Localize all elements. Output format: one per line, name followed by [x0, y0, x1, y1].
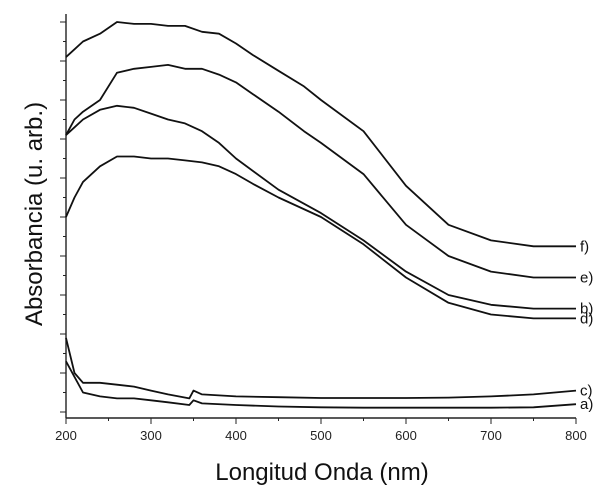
series-labels: a)c) d)b) e) f): [580, 238, 593, 413]
series-label-f: f): [580, 238, 589, 255]
series-group: [65, 21, 577, 409]
axes: [65, 14, 576, 419]
series-line-e: [65, 64, 576, 279]
series-line-b: [65, 104, 576, 310]
series-line-d: [65, 155, 576, 320]
series-label-a: a): [580, 396, 593, 413]
x-axis-title: Longitud Onda (nm): [215, 459, 428, 486]
series-line-a: [65, 360, 577, 409]
x-tick-label: 300: [140, 428, 162, 443]
x-tick-label: 200: [55, 428, 77, 443]
x-tick-label: 700: [480, 428, 502, 443]
series-label-b: b): [580, 301, 593, 318]
series-line-f: [65, 21, 576, 248]
x-tick-label: 400: [225, 428, 247, 443]
x-axis-ticks: [65, 418, 577, 424]
series-line-c: [65, 337, 577, 400]
series-label-d: d): [580, 310, 593, 327]
series-label-e: e): [580, 269, 593, 286]
x-tick-labels: 200 300 400 500 600 700 800: [55, 428, 587, 443]
x-tick-label: 800: [565, 428, 587, 443]
x-tick-label: 600: [395, 428, 417, 443]
y-axis-title: Absorbancia (u. arb.): [21, 102, 48, 326]
y-axis-ticks: [60, 21, 66, 413]
x-tick-label: 500: [310, 428, 332, 443]
series-label-c: c): [580, 383, 593, 400]
